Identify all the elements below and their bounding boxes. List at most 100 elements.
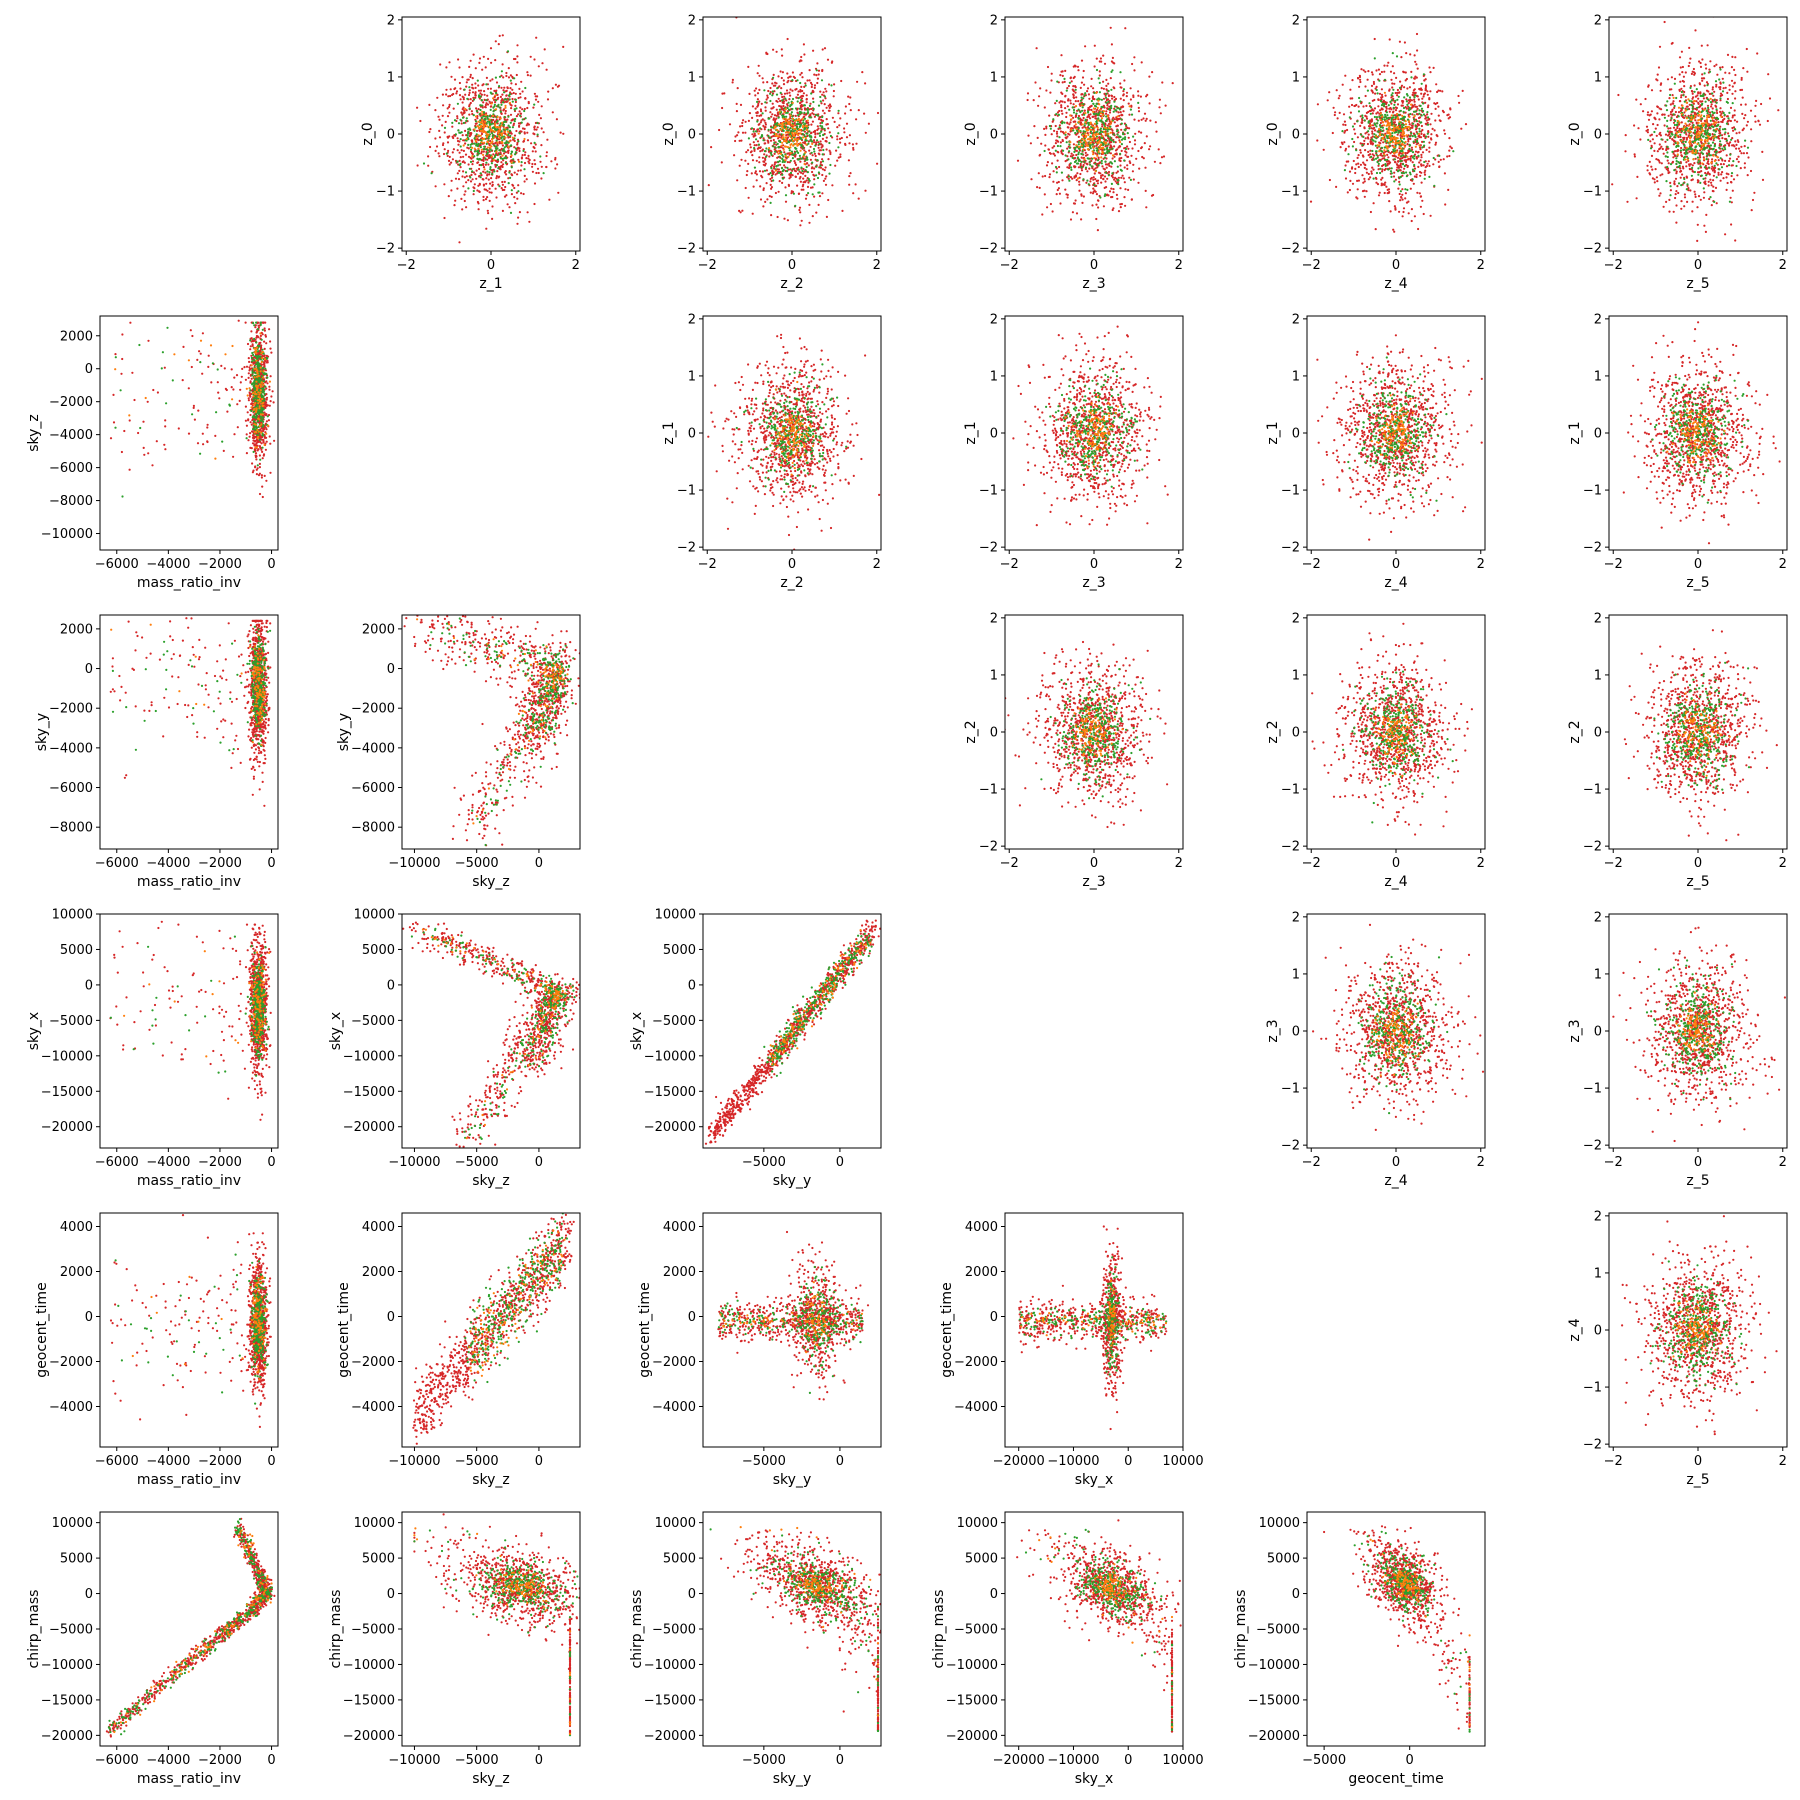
scatter-point-green: [763, 169, 767, 172]
scatter-point-red: [461, 76, 464, 79]
scatter-point-red: [518, 125, 521, 128]
scatter-point-red: [1357, 179, 1360, 182]
scatter-point-green: [483, 147, 486, 150]
scatter-point-red: [789, 168, 792, 171]
scatter-point-green: [778, 160, 781, 163]
scatter-point-green: [837, 146, 840, 149]
scatter-point-red: [477, 139, 480, 142]
scatter-point-red: [482, 158, 485, 161]
scatter-point-green: [472, 98, 476, 101]
scatter-point-orange: [1079, 141, 1082, 144]
scatter-point-green: [1087, 111, 1090, 114]
scatter-point-red: [1087, 115, 1091, 118]
scatter-point-red: [1095, 217, 1098, 221]
scatter-point-red: [761, 77, 764, 80]
scatter-point-red: [763, 142, 766, 145]
scatter-point-red: [819, 90, 822, 93]
scatter-point-red: [1058, 192, 1061, 195]
scatter-point-red: [812, 130, 815, 133]
scatter-point-green: [489, 166, 492, 169]
scatter-point-red: [755, 179, 758, 182]
scatter-point-red: [812, 139, 816, 142]
scatter-point-green: [786, 170, 789, 173]
scatter-point-red: [1090, 176, 1093, 180]
scatter-point-orange: [510, 161, 513, 164]
scatter-point-orange: [789, 146, 792, 149]
scatter-point-red: [1064, 69, 1067, 72]
scatter-point-green: [1095, 147, 1098, 150]
scatter-point-red: [1106, 98, 1109, 101]
scatter-point-red: [1117, 176, 1120, 179]
scatter-point-red: [1141, 155, 1144, 159]
scatter-point-orange: [1098, 139, 1101, 142]
scatter-point-red: [836, 159, 839, 162]
scatter-point-red: [1356, 156, 1359, 159]
scatter-point-red: [808, 149, 811, 152]
scatter-point-red: [513, 196, 516, 199]
scatter-point-red: [452, 107, 455, 110]
scatter-point-red: [520, 80, 523, 83]
scatter-point-red: [767, 89, 770, 93]
scatter-point-orange: [791, 117, 795, 120]
scatter-point-red: [1114, 176, 1117, 179]
scatter-point-red: [1159, 112, 1162, 115]
scatter-point-green: [801, 169, 804, 173]
scatter-point-red: [764, 123, 768, 126]
scatter-point-red: [1052, 170, 1055, 173]
scatter-point-orange: [804, 137, 808, 140]
scatter-point-red: [741, 131, 745, 134]
scatter-point-red: [458, 94, 462, 97]
scatter-point-red: [762, 160, 765, 163]
scatter-point-red: [794, 155, 797, 158]
scatter-point-red: [1379, 142, 1382, 145]
scatter-point-red: [1119, 111, 1122, 114]
scatter-point-red: [821, 158, 824, 161]
x-tick-label: −2: [397, 258, 416, 273]
scatter-point-red: [1349, 97, 1352, 100]
scatter-point-green: [797, 97, 800, 100]
scatter-point-red: [1120, 202, 1123, 206]
scatter-point-red: [1100, 87, 1103, 90]
scatter-point-red: [787, 76, 790, 79]
scatter-point-green: [1360, 133, 1363, 136]
scatter-point-red: [1119, 82, 1122, 85]
scatter-point-red: [482, 170, 485, 173]
scatter-point-orange: [777, 135, 780, 138]
scatter-point-red: [1334, 111, 1337, 114]
scatter-point-red: [1064, 188, 1067, 191]
scatter-point-green: [815, 69, 818, 72]
scatter-point-green: [468, 107, 471, 110]
scatter-point-red: [504, 185, 507, 189]
scatter-point-red: [1087, 106, 1090, 110]
scatter-point-red: [1377, 168, 1380, 171]
scatter-point-green: [803, 104, 806, 107]
scatter-point-red: [469, 101, 472, 105]
scatter-point-green: [509, 134, 512, 137]
scatter-point-red: [831, 116, 835, 119]
scatter-point-red: [1361, 174, 1364, 177]
scatter-point-red: [1413, 120, 1416, 123]
scatter-point-orange: [789, 151, 792, 155]
scatter-point-red: [525, 157, 528, 160]
scatter-point-red: [1102, 167, 1105, 170]
scatter-point-orange: [508, 101, 512, 104]
scatter-point-orange: [791, 126, 794, 129]
scatter-point-green: [767, 148, 770, 151]
scatter-point-orange: [504, 127, 507, 130]
scatter-point-red: [1096, 229, 1099, 232]
scatter-point-green: [1057, 113, 1060, 116]
scatter-point-green: [778, 108, 782, 111]
scatter-point-green: [1106, 130, 1109, 133]
scatter-point-red: [1367, 70, 1370, 73]
scatter-point-orange: [1091, 110, 1095, 113]
scatter-point-green: [1122, 137, 1125, 140]
scatter-point-orange: [1096, 137, 1099, 140]
scatter-point-red: [820, 119, 823, 122]
scatter-point-red: [1115, 152, 1118, 155]
scatter-point-red: [1351, 79, 1354, 82]
scatter-point-red: [472, 53, 475, 56]
scatter-point-red: [1129, 98, 1132, 101]
scatter-point-green: [510, 144, 513, 147]
scatter-point-orange: [784, 119, 787, 123]
